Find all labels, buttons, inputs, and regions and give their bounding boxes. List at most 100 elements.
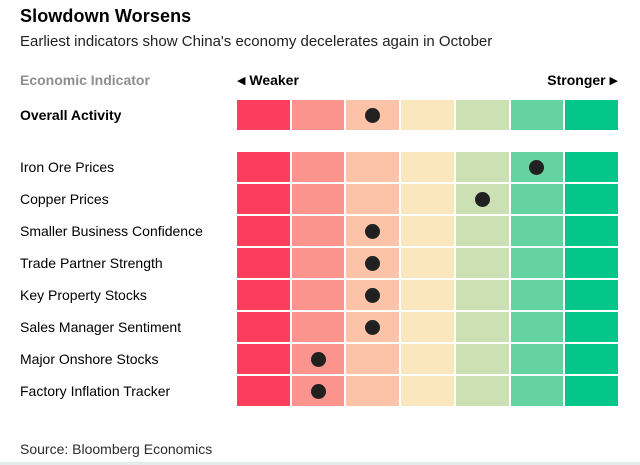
heat-cell	[401, 280, 454, 310]
heat-cell	[455, 152, 509, 182]
row-cells	[237, 376, 618, 406]
heat-cell	[455, 248, 509, 278]
heat-cell	[565, 376, 618, 406]
row-cells	[237, 100, 618, 130]
heat-cell	[455, 216, 509, 246]
heat-cell	[565, 312, 618, 342]
heat-cell	[237, 344, 290, 374]
heat-cell	[237, 100, 290, 130]
heat-cell	[455, 100, 509, 130]
heatmap-row: Factory Inflation Tracker	[20, 376, 618, 406]
heatmap-row: Smaller Business Confidence	[20, 216, 618, 246]
row-cells	[237, 184, 618, 214]
row-cells	[237, 152, 618, 182]
heat-cell	[346, 100, 400, 130]
heat-cell	[346, 376, 400, 406]
weaker-label-text: Weaker	[249, 72, 299, 88]
heat-cell	[291, 216, 345, 246]
heat-cell	[565, 152, 618, 182]
value-dot	[474, 191, 490, 207]
heat-cell	[291, 376, 345, 406]
weaker-label: ◀ Weaker	[237, 72, 299, 88]
heat-cell	[237, 248, 290, 278]
heat-cell	[401, 216, 454, 246]
heat-cell	[291, 152, 345, 182]
heat-cell	[510, 184, 564, 214]
heat-cell	[237, 376, 290, 406]
heat-cell	[401, 376, 454, 406]
row-label: Trade Partner Strength	[20, 255, 163, 271]
heat-cell	[346, 312, 400, 342]
row-label: Smaller Business Confidence	[20, 223, 203, 239]
value-dot	[310, 351, 326, 367]
stronger-label-text: Stronger	[547, 72, 606, 88]
scale-legend: Economic Indicator ◀ Weaker Stronger ▶	[20, 72, 618, 88]
heat-cell	[510, 344, 564, 374]
heat-cell	[510, 152, 564, 182]
heat-cell	[346, 280, 400, 310]
heat-cell	[237, 280, 290, 310]
value-dot	[365, 319, 381, 335]
heat-cell	[565, 100, 618, 130]
heat-cell	[565, 280, 618, 310]
heat-cell	[346, 216, 400, 246]
heat-cell	[510, 248, 564, 278]
bottom-divider	[0, 462, 640, 465]
row-cells	[237, 312, 618, 342]
heat-cell	[565, 248, 618, 278]
heat-cell	[291, 100, 345, 130]
heat-cell	[401, 248, 454, 278]
row-label: Copper Prices	[20, 191, 109, 207]
row-label: Key Property Stocks	[20, 287, 147, 303]
heat-cell	[237, 216, 290, 246]
indicator-column-header: Economic Indicator	[20, 72, 150, 88]
value-dot	[529, 159, 545, 175]
heat-cell	[401, 312, 454, 342]
row-cells	[237, 344, 618, 374]
row-cells	[237, 248, 618, 278]
heat-cell	[291, 184, 345, 214]
value-dot	[365, 287, 381, 303]
heatmap-row: Iron Ore Prices	[20, 152, 618, 182]
row-label: Sales Manager Sentiment	[20, 319, 182, 335]
heat-cell	[510, 216, 564, 246]
heat-cell	[346, 184, 400, 214]
heatmap-row: Copper Prices	[20, 184, 618, 214]
heat-cell	[565, 216, 618, 246]
heat-cell	[401, 184, 454, 214]
heat-cell	[455, 280, 509, 310]
heat-cell	[401, 152, 454, 182]
heat-cell	[455, 344, 509, 374]
heat-cell	[455, 376, 509, 406]
heat-cell	[565, 184, 618, 214]
chart-subtitle: Earliest indicators show China's economy…	[20, 33, 493, 50]
heatmap-row: Key Property Stocks	[20, 280, 618, 310]
value-dot	[365, 107, 381, 123]
heatmap-row: Major Onshore Stocks	[20, 344, 618, 374]
value-dot	[310, 383, 326, 399]
heatmap-row: Overall Activity	[20, 100, 618, 130]
heat-cell	[291, 248, 345, 278]
right-arrow-icon: ▶	[609, 75, 618, 87]
value-dot	[365, 255, 381, 271]
row-label: Overall Activity	[20, 107, 122, 123]
heat-cell	[565, 344, 618, 374]
weaker-stronger-scale: ◀ Weaker Stronger ▶	[237, 72, 618, 88]
row-cells	[237, 216, 618, 246]
heatmap-row: Trade Partner Strength	[20, 248, 618, 278]
heat-cell	[237, 184, 290, 214]
heat-cell	[346, 152, 400, 182]
value-dot	[365, 223, 381, 239]
page-title: Slowdown Worsens	[20, 6, 192, 26]
heat-cell	[237, 152, 290, 182]
heatmap-body: Overall Activity Iron Ore Prices Copper Pr…	[20, 100, 618, 408]
heat-cell	[346, 344, 400, 374]
row-label: Factory Inflation Tracker	[20, 383, 171, 399]
heat-cell	[510, 280, 564, 310]
left-arrow-icon: ◀	[237, 75, 246, 87]
heat-cell	[401, 100, 454, 130]
heat-cell	[291, 344, 345, 374]
row-label: Iron Ore Prices	[20, 159, 115, 175]
heatmap-row: Sales Manager Sentiment	[20, 312, 618, 342]
heat-cell	[346, 248, 400, 278]
